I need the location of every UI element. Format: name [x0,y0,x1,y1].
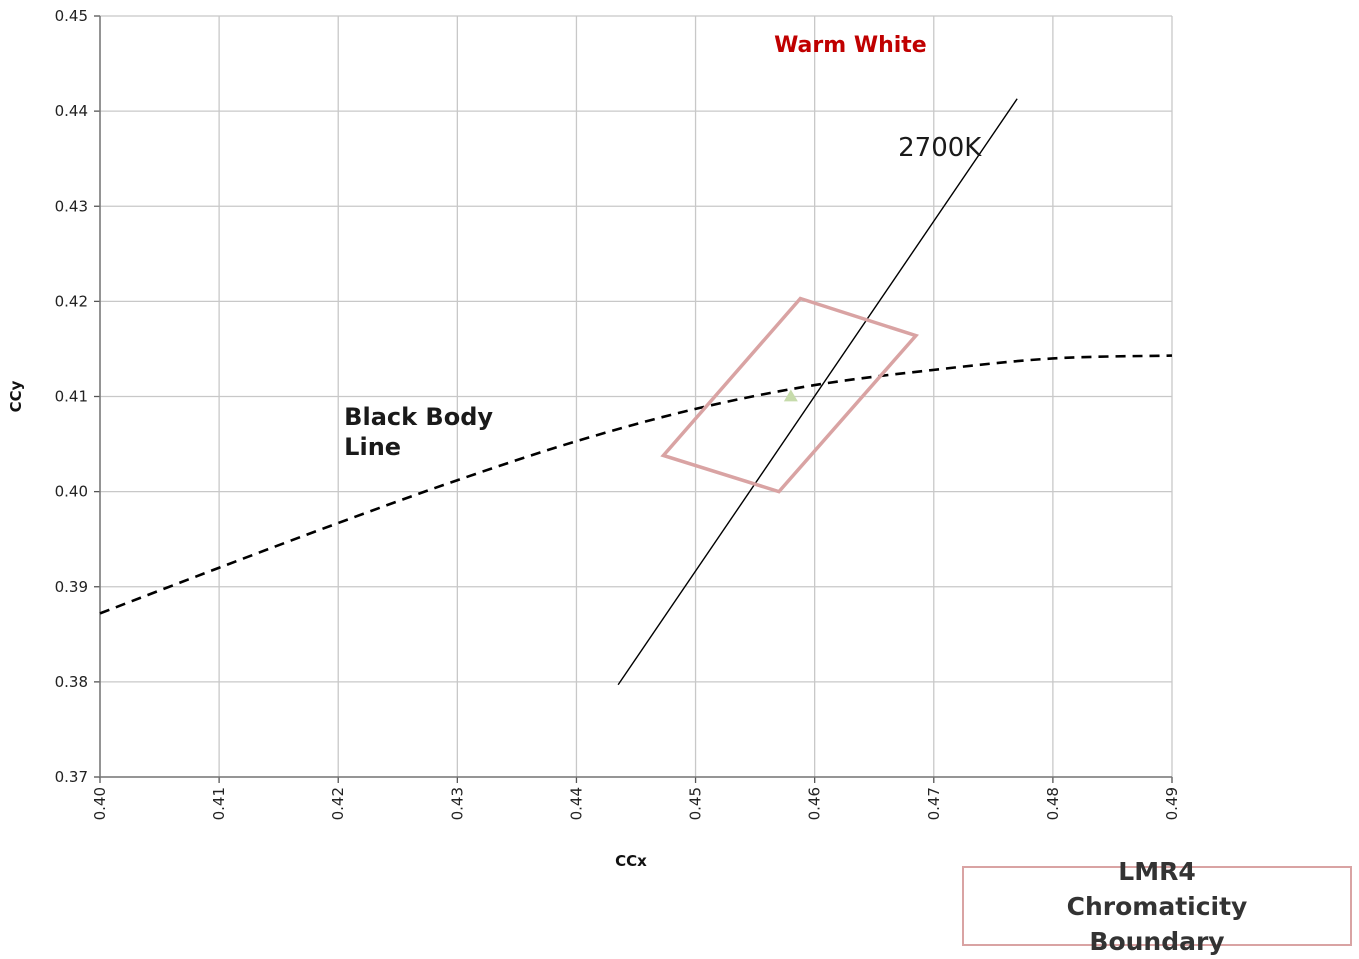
x-tick-label: 0.40 [91,787,109,820]
annotation-black-body-line-1: Black Body [344,403,493,431]
x-tick-label: 0.45 [687,787,705,820]
series-2700k-line [617,98,1018,686]
x-axis-title: CCx [615,852,647,870]
axes [94,15,1173,783]
x-tick-label: 0.42 [329,787,347,820]
annotation-warm-white: Warm White [774,33,927,58]
data-point-marker [783,389,798,402]
series-black-body-line [99,354,1173,615]
y-tick-label: 0.38 [55,673,88,691]
legend-text: LMR4 Chromaticity Boundary [1027,854,1287,959]
y-tick-labels: 0.37 0.38 0.39 0.40 0.41 0.42 0.43 0.44 0.45 [55,7,88,786]
x-tick-label: 0.41 [210,787,228,820]
x-tick-label: 0.44 [567,787,585,820]
y-tick-label: 0.42 [55,292,88,310]
annotation-2700k: 2700K [898,133,982,163]
y-tick-label: 0.43 [55,197,88,215]
grid [99,15,1173,778]
y-tick-label: 0.37 [55,768,88,786]
y-tick-label: 0.40 [55,483,88,501]
x-tick-label: 0.43 [448,787,466,820]
y-axis-title: CCy [7,380,25,412]
x-tick-label: 0.47 [925,787,943,820]
series-lmr4-boundary [660,296,919,494]
annotation-black-body-line-2: Line [344,433,401,461]
y-tick-label: 0.39 [55,578,88,596]
legend-line-1: LMR4 Chromaticity [1066,856,1248,921]
legend-lmr4-chromaticity-boundary: LMR4 Chromaticity Boundary [962,857,1352,956]
legend-line-2: Boundary [1089,926,1225,956]
y-tick-label: 0.45 [55,7,88,25]
x-tick-labels: 0.40 0.41 0.42 0.43 0.44 0.45 0.46 0.47 0.48 0.49 [91,787,1181,820]
series-layer [99,98,1173,686]
x-tick-label: 0.49 [1163,787,1181,820]
y-tick-label: 0.44 [55,102,88,120]
annotations: Warm White 2700K Black Body Line [344,33,982,461]
x-tick-label: 0.46 [806,787,824,820]
y-tick-label: 0.41 [55,388,88,406]
x-tick-label: 0.48 [1044,787,1062,820]
